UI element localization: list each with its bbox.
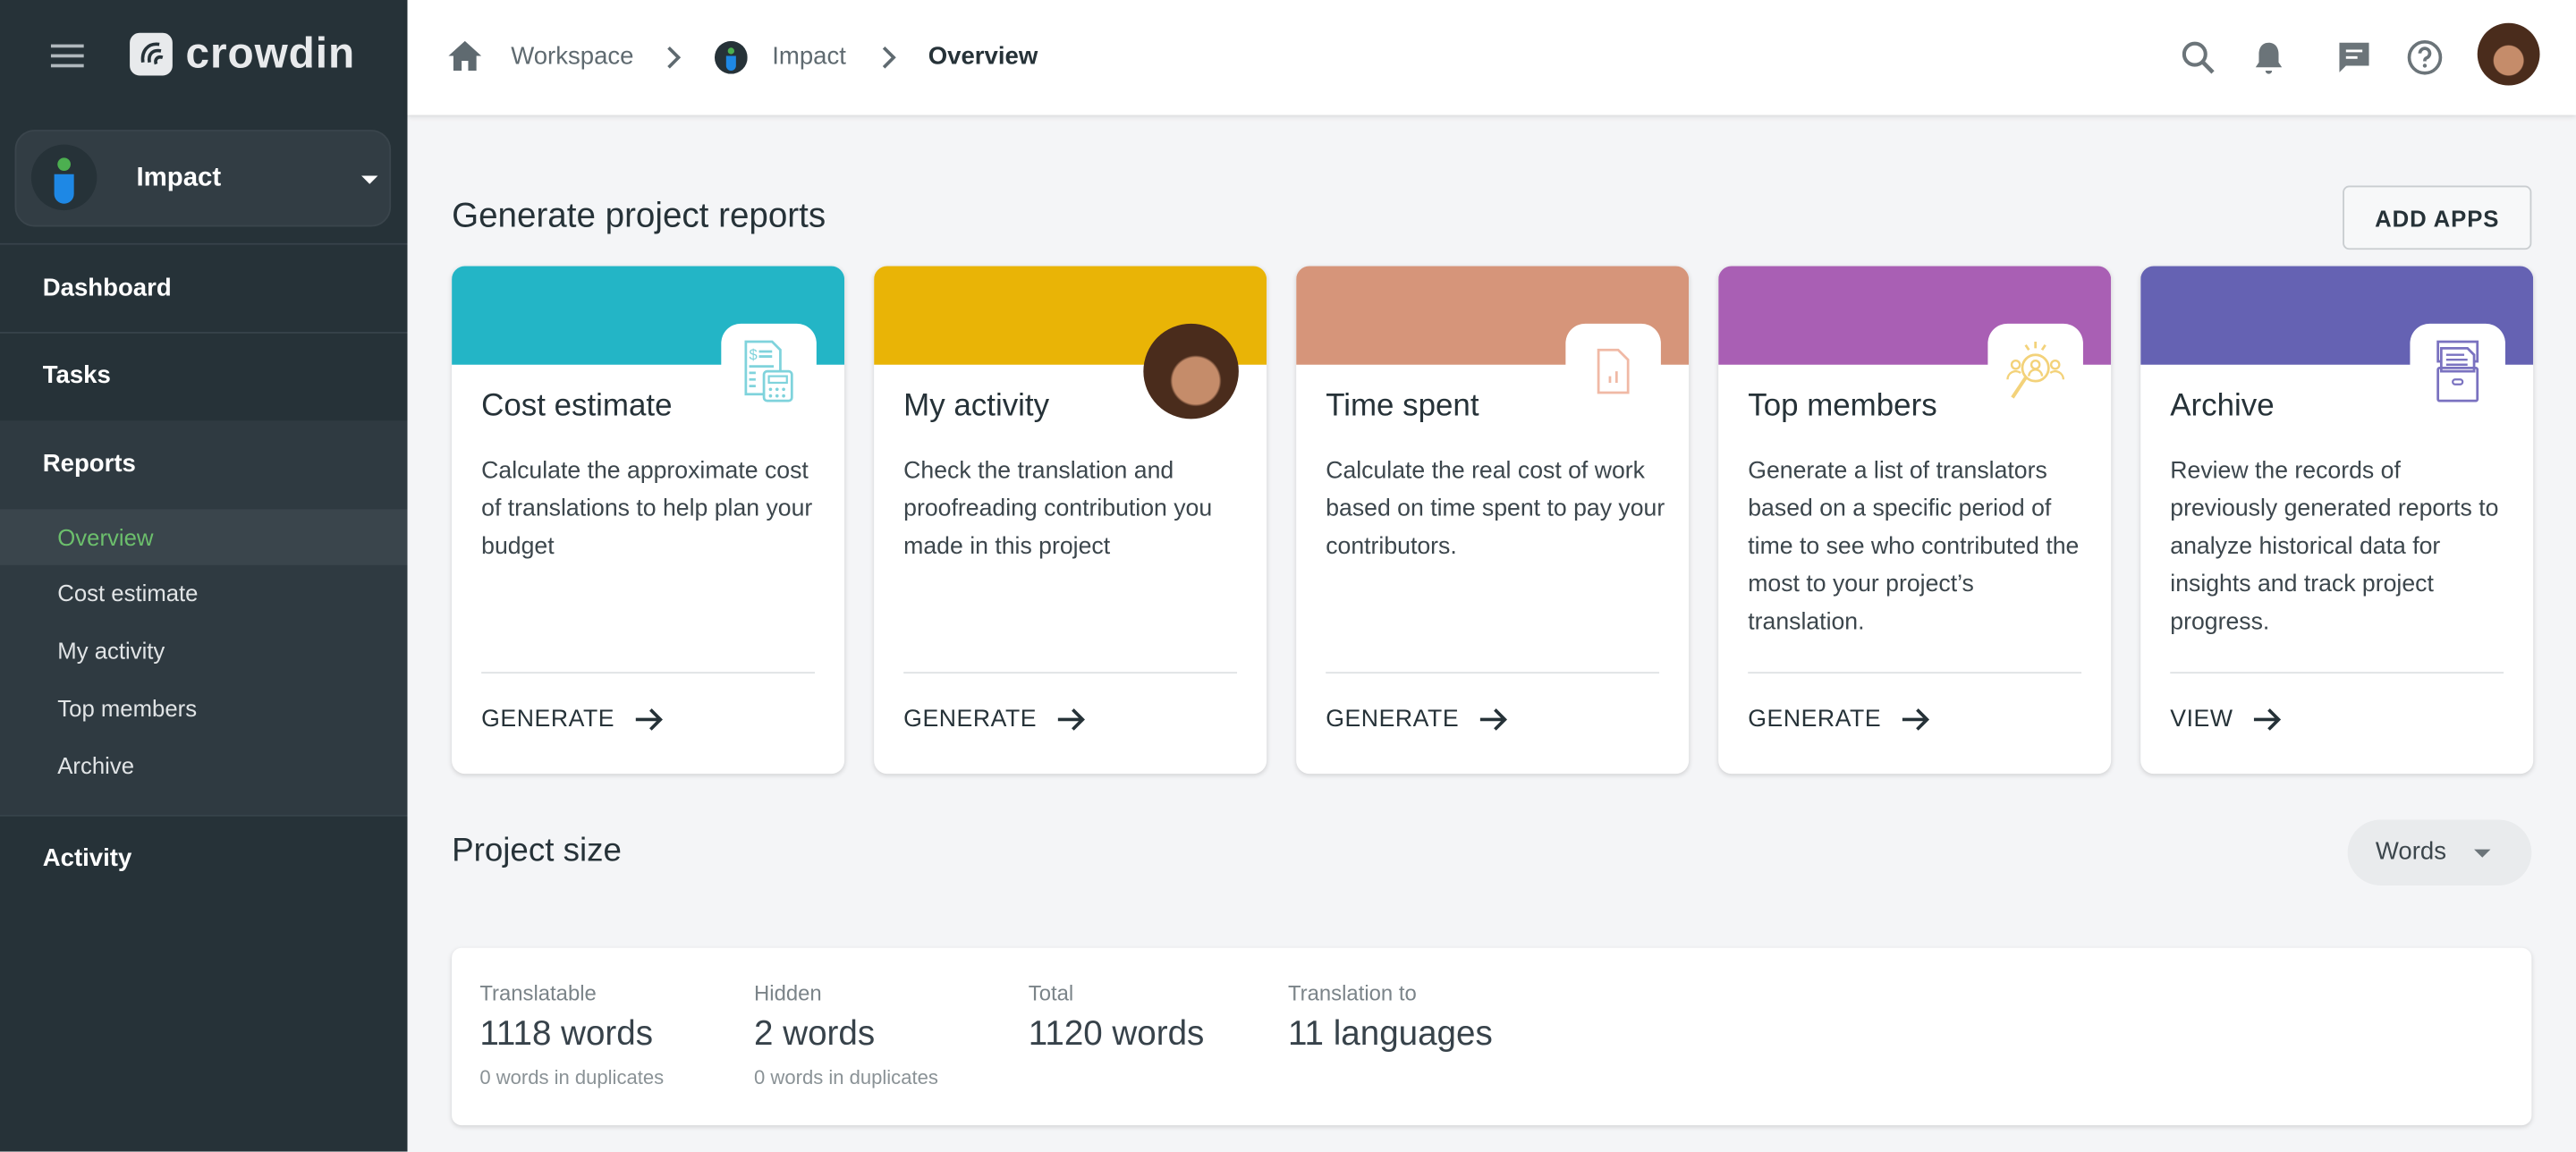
top-bar: Workspace Impact Overview — [407, 0, 2576, 115]
reports-section — [0, 420, 408, 816]
action-label: GENERATE — [1748, 706, 1882, 733]
add-apps-button[interactable]: ADD APPS — [2343, 185, 2532, 250]
card-description: Check the translation and proofreading c… — [903, 458, 1213, 561]
divider — [2170, 672, 2504, 674]
action-label: GENERATE — [903, 706, 1038, 733]
arrow-right-icon — [1902, 708, 1930, 731]
project-size-title: Project size — [452, 833, 622, 869]
view-button[interactable]: VIEW — [2170, 707, 2282, 733]
card-title: Cost estimate — [481, 389, 673, 424]
arrow-right-icon — [1480, 708, 1508, 731]
stat-label: Translation to — [1287, 980, 1417, 1006]
crowdin-logo-icon — [130, 32, 173, 76]
stat-hidden: Hidden 2 words 0 words in duplicates — [754, 981, 938, 1089]
archive-box-icon — [2410, 323, 2505, 419]
stat-value: 2 words — [754, 1015, 876, 1054]
caret-down-icon — [361, 175, 378, 184]
sidebar-item-dashboard[interactable]: Dashboard — [42, 274, 172, 302]
action-label: GENERATE — [481, 706, 615, 733]
document-chart-icon — [1565, 323, 1661, 419]
stat-sub: 0 words in duplicates — [754, 1066, 938, 1089]
project-selector[interactable]: Impact — [14, 130, 392, 227]
divider — [1326, 672, 1660, 674]
project-logo-icon — [714, 40, 748, 74]
generate-button[interactable]: GENERATE — [481, 707, 664, 733]
people-search-icon — [1987, 323, 2083, 419]
card-title: Top members — [1748, 389, 1937, 424]
card-title: My activity — [903, 389, 1050, 424]
calculator-invoice-icon: $ — [721, 323, 817, 419]
sidebar-subitem-my-activity[interactable]: My activity — [57, 637, 165, 665]
arrow-right-icon — [1058, 708, 1086, 731]
breadcrumb-workspace[interactable]: Workspace — [511, 42, 634, 71]
stat-value: 1120 words — [1028, 1015, 1205, 1054]
stat-value: 11 languages — [1287, 1015, 1493, 1054]
report-card-time-spent: Time spent Calculate the real cost of wo… — [1296, 266, 1690, 775]
report-card-top-members: Top members Generate a list of translato… — [1718, 266, 2112, 775]
divider — [1748, 672, 2082, 674]
stat-translation-to: Translation to 11 languages — [1288, 981, 1493, 1055]
chevron-right-icon — [882, 46, 896, 69]
breadcrumb-impact[interactable]: Impact — [772, 42, 846, 71]
report-card-cost-estimate: $ Cost estimate Calculate the approximat… — [452, 266, 845, 775]
stat-sub: 0 words in duplicates — [479, 1066, 665, 1089]
generate-button[interactable]: GENERATE — [1326, 707, 1508, 733]
project-logo-icon — [30, 144, 97, 211]
sidebar-item-reports[interactable]: Reports — [42, 450, 136, 479]
page-title: Generate project reports — [452, 197, 826, 235]
caret-down-icon — [2474, 849, 2491, 858]
svg-text:$: $ — [750, 346, 758, 363]
stat-value: 1118 words — [479, 1015, 654, 1054]
generate-button[interactable]: GENERATE — [903, 707, 1086, 733]
report-card-archive: Archive Review the records of previously… — [2140, 266, 2534, 775]
arrow-right-icon — [2254, 708, 2282, 731]
divider — [481, 672, 816, 674]
menu-icon[interactable] — [50, 44, 84, 68]
sidebar-item-activity[interactable]: Activity — [42, 844, 132, 873]
card-description: Review the records of previously generat… — [2170, 458, 2499, 636]
user-avatar[interactable] — [2477, 22, 2540, 86]
stat-label: Translatable — [479, 980, 597, 1006]
action-label: VIEW — [2170, 706, 2233, 733]
card-description: Generate a list of translators based on … — [1748, 458, 2080, 636]
card-description: Calculate the real cost of work based on… — [1326, 458, 1665, 561]
card-title: Time spent — [1326, 389, 1479, 424]
report-card-my-activity: My activity Check the translation and pr… — [874, 266, 1267, 775]
chevron-right-icon — [667, 46, 682, 69]
sidebar-subitem-overview[interactable]: Overview — [0, 509, 408, 565]
stat-total: Total 1120 words — [1029, 981, 1205, 1055]
stat-translatable: Translatable 1118 words 0 words in duplica… — [479, 981, 664, 1089]
unit-select[interactable]: Words — [2347, 819, 2532, 885]
project-name: Impact — [136, 164, 222, 192]
sidebar-subitem-cost-estimate[interactable]: Cost estimate — [57, 580, 199, 606]
bell-icon[interactable] — [2249, 38, 2288, 77]
project-size-card: Translatable 1118 words 0 words in duplica… — [452, 947, 2532, 1126]
unit-select-value: Words — [2375, 837, 2446, 866]
sidebar-subitem-top-members[interactable]: Top members — [57, 694, 198, 722]
sidebar-subitem-archive[interactable]: Archive — [57, 752, 135, 779]
generate-button[interactable]: GENERATE — [1748, 707, 1930, 733]
card-description: Calculate the approximate cost of transl… — [481, 458, 813, 561]
breadcrumb-overview: Overview — [928, 42, 1038, 71]
stat-label: Total — [1028, 980, 1074, 1006]
home-icon[interactable] — [447, 39, 483, 72]
chat-icon[interactable] — [2334, 38, 2374, 77]
search-icon[interactable] — [2178, 38, 2217, 77]
brand-name: crowdin — [185, 28, 356, 78]
sidebar-item-tasks[interactable]: Tasks — [42, 361, 111, 390]
sidebar: crowdin Impact Dashboard Tasks Reports O… — [0, 0, 408, 1152]
help-icon[interactable] — [2405, 38, 2445, 77]
arrow-right-icon — [635, 708, 664, 731]
divider — [903, 672, 1238, 674]
action-label: GENERATE — [1326, 706, 1460, 733]
stat-label: Hidden — [754, 980, 822, 1006]
card-title: Archive — [2170, 389, 2275, 424]
user-avatar — [1143, 323, 1239, 419]
